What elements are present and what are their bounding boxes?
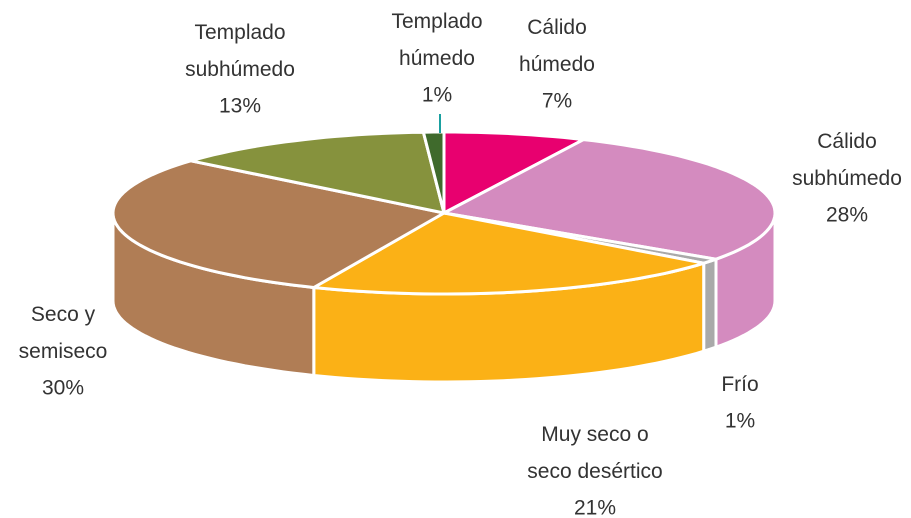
pie-side [702, 257, 718, 354]
category-label: Muy seco o seco desértico [527, 423, 662, 483]
label-line: Frío [721, 373, 758, 396]
pie-sides [111, 212, 777, 384]
label-line: seco desértico [527, 460, 662, 483]
value-label: 28% [826, 204, 868, 227]
pie-slice [442, 130, 589, 216]
label-line: subhúmedo [185, 58, 295, 81]
pie-slice [190, 130, 447, 215]
label-line: Templado [391, 10, 482, 33]
pie-slice [111, 159, 449, 290]
value-label: 7% [542, 90, 572, 113]
label-line: Muy seco o [541, 423, 648, 446]
category-label: Templado subhúmedo [185, 21, 295, 81]
label-line: Cálido [817, 130, 877, 153]
value-label: 21% [574, 497, 616, 518]
label-line: Cálido [527, 16, 587, 39]
category-label: Cálido húmedo [519, 16, 595, 76]
value-label: 1% [422, 84, 452, 107]
category-label: Templado húmedo [391, 10, 482, 70]
pie-tops [111, 130, 777, 296]
label-line: subhúmedo [792, 167, 902, 190]
label-line: Seco y [31, 303, 96, 326]
value-label: 30% [42, 377, 84, 400]
label-line: semiseco [19, 340, 108, 363]
value-label: 13% [219, 95, 261, 118]
value-label: 1% [725, 410, 755, 433]
category-label: Seco y semiseco [19, 303, 108, 363]
category-label: Frío [721, 373, 758, 396]
label-line: Templado [194, 21, 285, 44]
pie-slice [439, 138, 777, 261]
label-line: húmedo [399, 47, 475, 70]
pie-slice [421, 130, 446, 214]
category-label: Cálido subhúmedo [792, 130, 902, 190]
label-line: húmedo [519, 53, 595, 76]
